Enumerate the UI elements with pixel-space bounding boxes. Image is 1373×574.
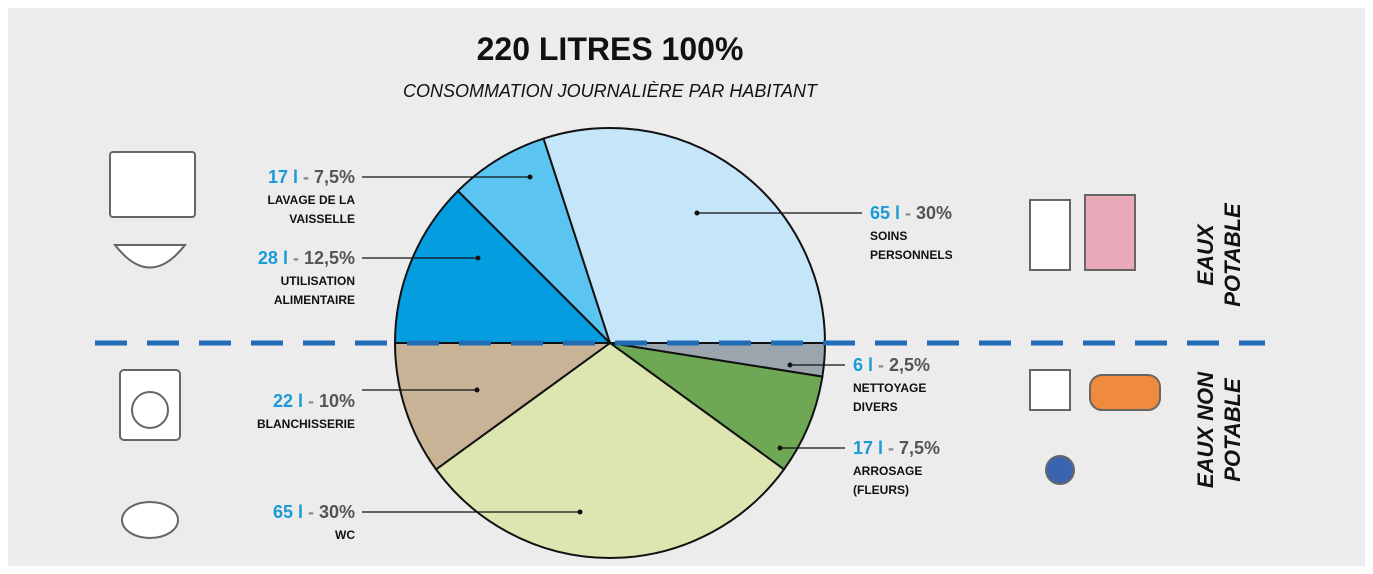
wc-icon <box>122 502 178 538</box>
percent-label: 7,5% <box>899 438 940 458</box>
leader-dot <box>778 446 783 451</box>
cleaning-icon <box>1030 370 1070 410</box>
separator: - <box>293 248 299 268</box>
category-label: WC <box>235 526 355 545</box>
group-label: POTABLE <box>1220 377 1245 482</box>
separator: - <box>303 167 309 187</box>
leader-dot <box>476 256 481 261</box>
group-label: POTABLE <box>1220 202 1245 307</box>
separator: - <box>308 502 314 522</box>
gardener-icon <box>1046 456 1074 484</box>
chart: 220 LITRES 100% CONSOMMATION JOURNALIÈRE… <box>0 0 1373 574</box>
chart-subtitle: CONSOMMATION JOURNALIÈRE PAR HABITANT <box>403 81 819 101</box>
category-label: NETTOYAGE DIVERS <box>853 379 963 417</box>
litres-label: 22 l <box>273 391 303 411</box>
group-label: EAUX <box>1193 223 1218 285</box>
litres-label: 65 l <box>870 203 900 223</box>
slice-label: 6 l-2,5%NETTOYAGE DIVERS <box>853 353 963 417</box>
bath-icon <box>1030 200 1070 270</box>
leader-dot <box>788 363 793 368</box>
category-label: BLANCHISSERIE <box>215 415 355 434</box>
category-label: ARROSAGE (FLEURS) <box>853 462 963 500</box>
litres-label: 28 l <box>258 248 288 268</box>
slice-label: 65 l-30%SOINS PERSONNELS <box>870 201 980 265</box>
label-values: 22 l-10% <box>215 389 355 413</box>
percent-label: 2,5% <box>889 355 930 375</box>
slice-label: 65 l-30% WC <box>235 500 355 545</box>
slice-label: 17 l-7,5%LAVAGE DE LA VAISSELLE <box>235 165 355 229</box>
separator: - <box>878 355 884 375</box>
litres-label: 17 l <box>853 438 883 458</box>
shower-icon <box>1085 195 1135 270</box>
category-label: LAVAGE DE LA VAISSELLE <box>235 191 355 229</box>
label-values: 65 l-30% <box>870 201 980 225</box>
category-label: UTILISATION ALIMENTAIRE <box>245 272 355 310</box>
litres-label: 65 l <box>273 502 303 522</box>
page: 220 LITRES 100% CONSOMMATION JOURNALIÈRE… <box>0 0 1373 574</box>
percent-label: 12,5% <box>304 248 355 268</box>
label-values: 6 l-2,5% <box>853 353 963 377</box>
percent-label: 7,5% <box>314 167 355 187</box>
separator: - <box>905 203 911 223</box>
label-values: 65 l-30% <box>235 500 355 524</box>
label-values: 17 l-7,5% <box>853 436 963 460</box>
slice-label: 28 l-12,5%UTILISATION ALIMENTAIRE <box>245 246 355 310</box>
chart-title: 220 LITRES 100% <box>477 31 744 67</box>
leader-dot <box>475 388 480 393</box>
slice-label: 17 l-7,5%ARROSAGE (FLEURS) <box>853 436 963 500</box>
percent-label: 30% <box>319 502 355 522</box>
percent-label: 30% <box>916 203 952 223</box>
car-icon <box>1090 375 1160 410</box>
separator: - <box>308 391 314 411</box>
litres-label: 6 l <box>853 355 873 375</box>
dishwasher-icon <box>110 152 195 217</box>
litres-label: 17 l <box>268 167 298 187</box>
label-values: 28 l-12,5% <box>245 246 355 270</box>
washer-door <box>132 392 168 428</box>
leader-dot <box>695 211 700 216</box>
group-label: EAUX NON <box>1193 371 1218 488</box>
category-label: SOINS PERSONNELS <box>870 227 980 265</box>
leader-dot <box>578 510 583 515</box>
separator: - <box>888 438 894 458</box>
percent-label: 10% <box>319 391 355 411</box>
leader-dot <box>528 175 533 180</box>
label-values: 17 l-7,5% <box>235 165 355 189</box>
slice-label: 22 l-10% BLANCHISSERIE <box>215 389 355 434</box>
